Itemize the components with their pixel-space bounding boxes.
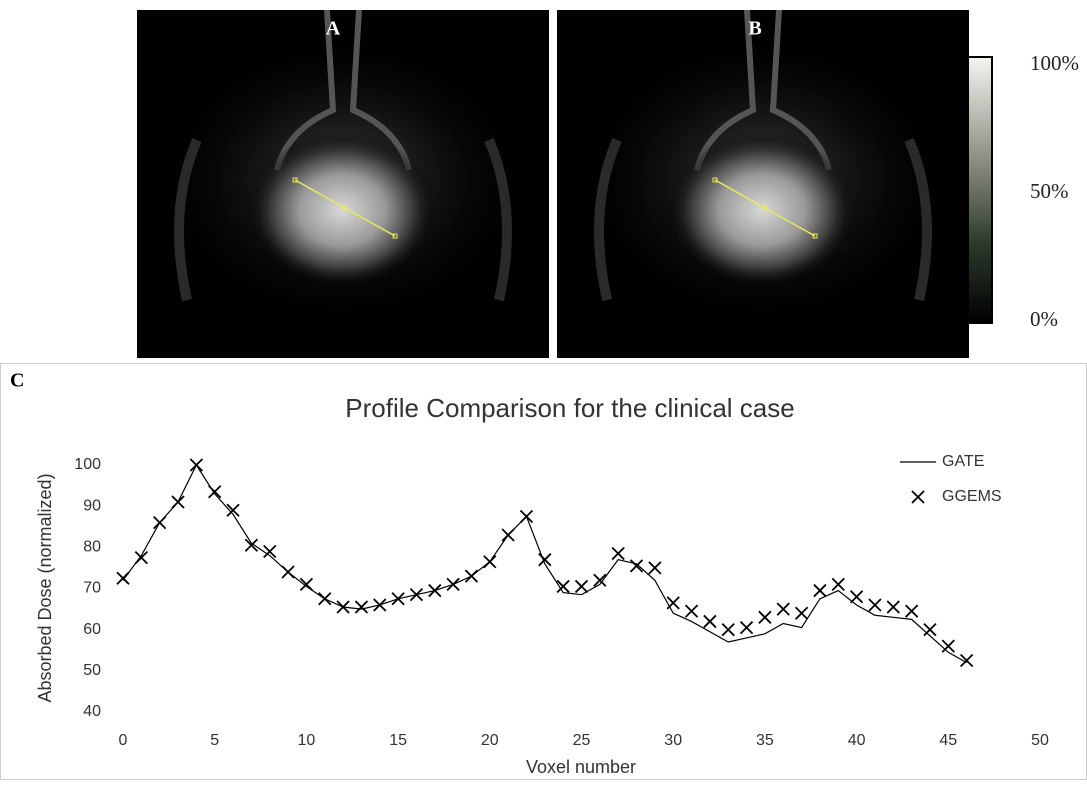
marker <box>849 590 864 604</box>
x-tick-label: 10 <box>298 732 316 749</box>
marker <box>299 577 314 592</box>
y-tick-label: 100 <box>74 456 101 473</box>
marker <box>189 458 203 472</box>
y-tick-label: 60 <box>83 621 101 638</box>
x-tick-label: 30 <box>664 732 682 749</box>
panel-label: B <box>748 18 761 40</box>
y-tick-label: 80 <box>83 539 101 556</box>
y-axis-title: Absorbed Dose (normalized) <box>35 473 55 702</box>
x-axis-title: Voxel number <box>526 757 636 777</box>
x-tick-label: 15 <box>389 732 407 749</box>
marker <box>336 600 350 614</box>
marker <box>464 569 479 583</box>
panel-label: A <box>326 18 341 40</box>
marker <box>281 565 295 579</box>
x-tick-label: 20 <box>481 732 499 749</box>
marker <box>116 571 130 585</box>
marker <box>153 515 167 530</box>
marker <box>574 579 589 594</box>
marker <box>354 600 369 614</box>
chart-frame <box>0 363 1087 780</box>
marker <box>960 653 974 668</box>
marker <box>794 606 809 620</box>
legend-label: GATE <box>942 453 984 470</box>
marker <box>409 588 424 602</box>
y-tick-label: 40 <box>83 703 101 720</box>
marker <box>666 596 680 610</box>
marker <box>428 583 442 598</box>
marker <box>923 623 937 637</box>
colorbar <box>967 56 993 324</box>
marker <box>831 577 845 592</box>
x-tick-label: 25 <box>573 732 591 749</box>
marker <box>904 604 919 618</box>
y-tick-label: 50 <box>83 662 101 679</box>
marker <box>134 550 148 565</box>
marker <box>721 623 735 637</box>
marker <box>391 592 405 606</box>
x-tick-label: 50 <box>1031 732 1049 749</box>
y-tick-label: 90 <box>83 497 101 514</box>
marker <box>226 503 240 517</box>
marker <box>538 553 552 567</box>
colorbar-label: 0% <box>1030 307 1058 331</box>
marker <box>263 544 277 559</box>
marker <box>629 559 644 573</box>
chart-title: Profile Comparison for the clinical case <box>345 393 794 423</box>
colorbar-label: 100% <box>1030 51 1079 75</box>
marker <box>171 495 185 509</box>
y-tick-label: 70 <box>83 580 101 597</box>
x-tick-label: 5 <box>210 732 219 749</box>
marker <box>868 598 882 612</box>
marker <box>501 528 515 542</box>
marker <box>813 583 827 598</box>
marker <box>244 538 259 552</box>
marker <box>556 579 570 594</box>
marker <box>446 577 460 592</box>
panel-label: C <box>10 370 24 392</box>
marker <box>941 639 955 653</box>
marker <box>886 600 900 614</box>
x-tick-label: 35 <box>756 732 774 749</box>
marker <box>593 573 607 587</box>
marker <box>318 592 332 606</box>
x-tick-label: 0 <box>119 732 128 749</box>
image-b <box>557 10 969 358</box>
x-tick-label: 40 <box>848 732 866 749</box>
marker <box>519 509 534 524</box>
marker <box>739 620 754 635</box>
marker <box>758 610 772 624</box>
marker <box>776 602 790 616</box>
image-a <box>137 10 549 358</box>
marker <box>611 546 625 561</box>
marker <box>648 561 662 575</box>
marker <box>703 614 717 629</box>
marker <box>373 598 387 612</box>
marker <box>684 604 699 618</box>
series-line <box>122 463 967 664</box>
marker <box>483 555 497 569</box>
colorbar-label: 50% <box>1030 179 1069 203</box>
x-tick-label: 45 <box>939 732 957 749</box>
marker <box>208 485 222 499</box>
legend-label: GGEMS <box>942 488 1002 505</box>
legend-marker <box>911 490 925 504</box>
